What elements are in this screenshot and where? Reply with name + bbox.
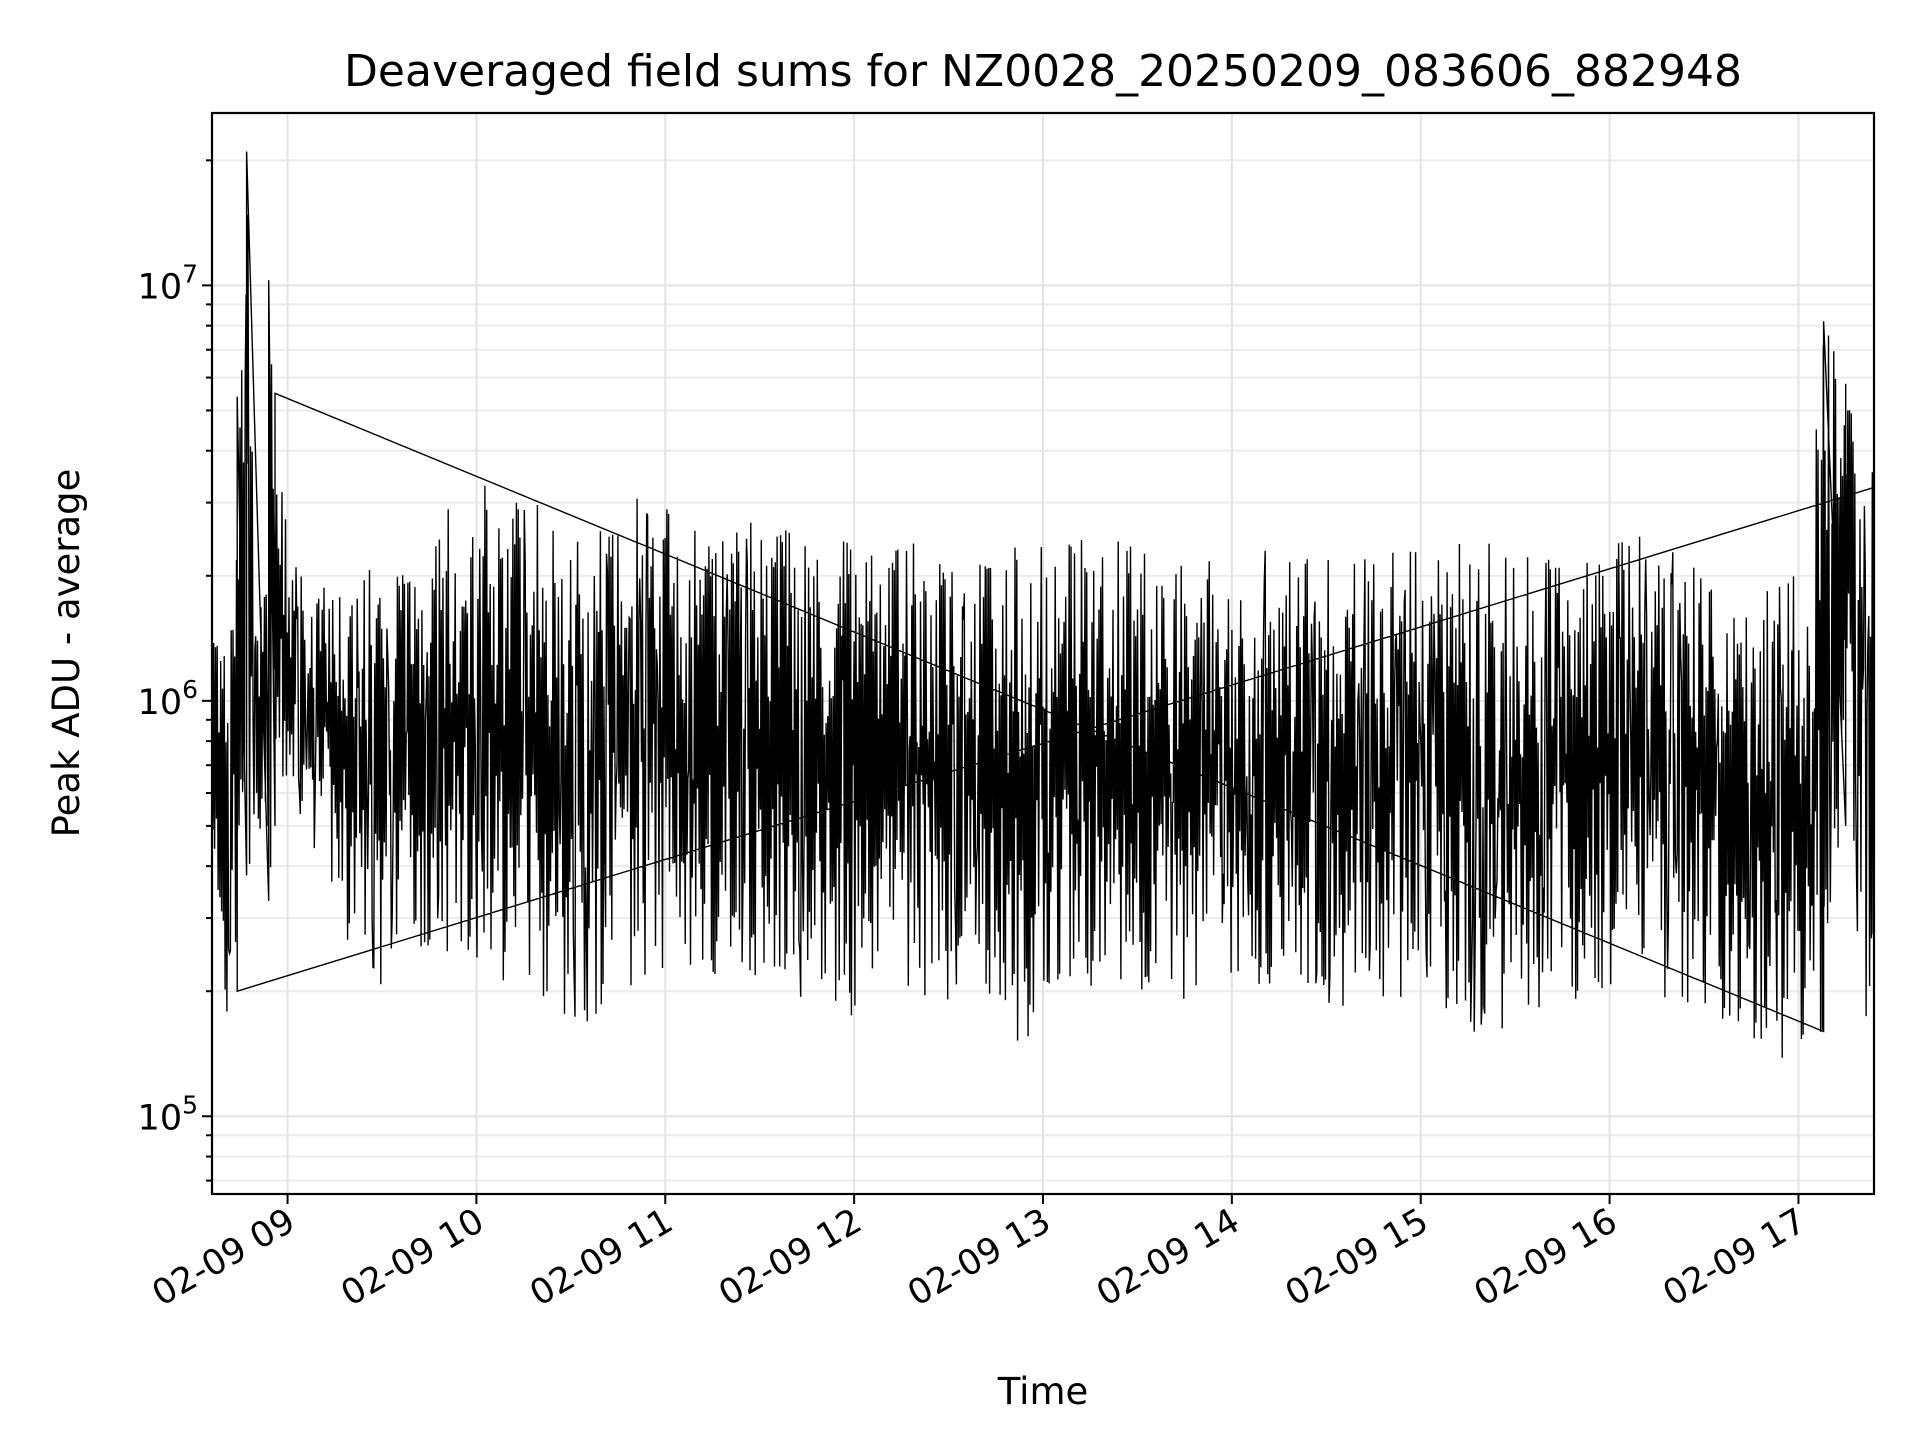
y-tick-label: 107 bbox=[138, 259, 198, 307]
chart-title: Deaveraged field sums for NZ0028_2025020… bbox=[344, 46, 1742, 97]
series-line bbox=[211, 151, 1875, 1058]
series-line-group bbox=[211, 151, 1875, 1058]
y-tick-label: 106 bbox=[138, 675, 198, 723]
y-axis-label: Peak ADU - average bbox=[45, 469, 88, 838]
y-tick-label: 105 bbox=[138, 1090, 198, 1138]
y-axis: 105 106 107 bbox=[138, 159, 212, 1182]
x-axis-label: Time bbox=[997, 1370, 1089, 1413]
